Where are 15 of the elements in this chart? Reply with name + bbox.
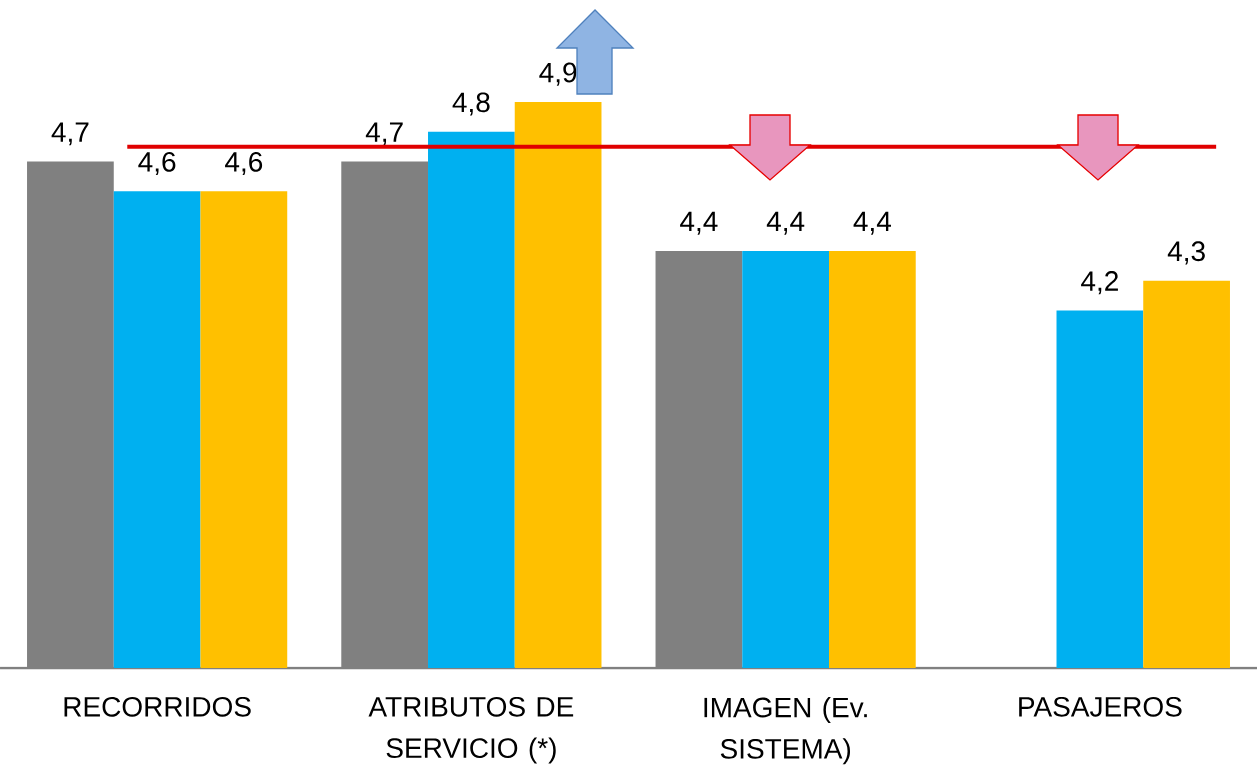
x-tick-label: RECORRIDOS	[64, 696, 251, 717]
data-label: 4,4	[680, 211, 718, 235]
data-label: 4,9	[539, 62, 577, 86]
data-label: 4,3	[1167, 241, 1205, 265]
data-label: 4,6	[138, 151, 176, 176]
data-label: 4,7	[51, 122, 89, 146]
data-label: 4,4	[766, 211, 805, 235]
x-tick-label: IMAGEN (Ev. SISTEMA)	[704, 696, 867, 765]
x-tick-label: PASAJEROS	[1019, 696, 1182, 717]
data-label: 4,2	[1081, 271, 1118, 295]
data-label: 4,7	[365, 122, 403, 146]
x-tick-label: ATRIBUTOS DE SERVICIO (*)	[368, 696, 574, 764]
data-label: 4,8	[452, 92, 490, 116]
data-label: 4,6	[225, 151, 263, 176]
data-label: 4,4	[853, 211, 891, 235]
